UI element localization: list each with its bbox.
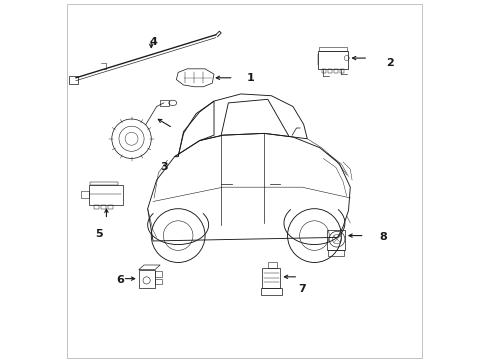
Text: 2: 2 bbox=[386, 58, 393, 68]
Bar bbox=[260, 288, 282, 295]
Text: 4: 4 bbox=[149, 37, 157, 47]
Text: 5: 5 bbox=[95, 229, 103, 239]
Bar bbox=[155, 279, 162, 284]
Text: 8: 8 bbox=[378, 232, 386, 242]
Bar bbox=[262, 268, 280, 288]
Bar bbox=[81, 191, 89, 198]
Bar bbox=[101, 205, 106, 209]
Bar bbox=[94, 205, 99, 209]
Bar bbox=[319, 47, 346, 51]
Bar bbox=[327, 69, 331, 73]
Bar bbox=[155, 271, 162, 277]
Bar bbox=[317, 51, 348, 69]
Bar bbox=[333, 69, 337, 73]
Bar bbox=[139, 270, 155, 288]
Bar bbox=[88, 185, 122, 205]
Text: 3: 3 bbox=[160, 162, 167, 172]
Text: 7: 7 bbox=[298, 284, 305, 294]
Bar bbox=[326, 230, 344, 250]
Bar bbox=[69, 76, 78, 84]
Bar bbox=[267, 262, 276, 268]
Bar bbox=[160, 100, 169, 107]
Bar bbox=[339, 69, 344, 73]
Bar bbox=[327, 250, 344, 256]
Text: 1: 1 bbox=[246, 73, 254, 83]
Bar bbox=[90, 182, 118, 185]
Text: 6: 6 bbox=[116, 275, 124, 285]
Bar bbox=[108, 205, 113, 209]
Bar bbox=[321, 69, 325, 73]
